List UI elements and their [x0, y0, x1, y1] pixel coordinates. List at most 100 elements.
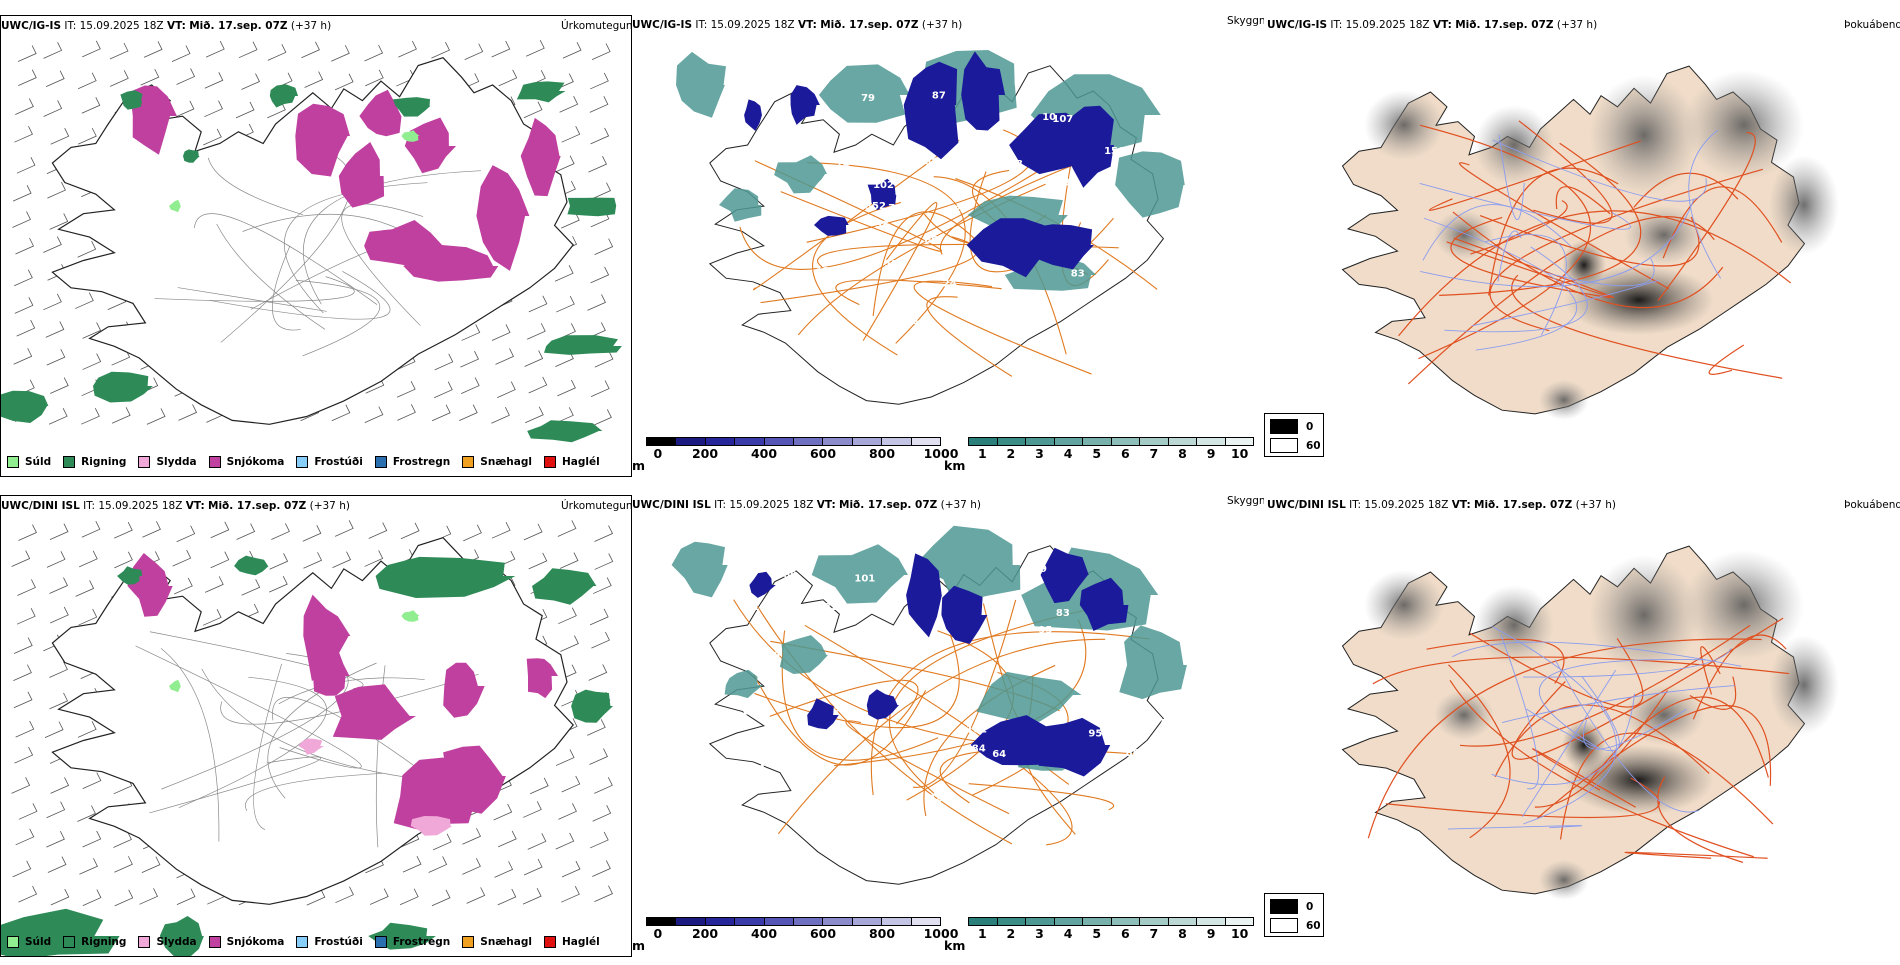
colorbar-swatch — [1111, 438, 1140, 445]
colorbar-swatch — [1026, 918, 1055, 925]
colorbar-tick: 3 — [1035, 446, 1044, 461]
colorbar-swatch — [794, 918, 824, 925]
colorbar-swatch — [1168, 438, 1197, 445]
panel-title-cloud: Skyggni — [1227, 495, 1264, 507]
legend-label: Súld — [25, 456, 52, 468]
cloud-value-label: 170 — [759, 651, 780, 662]
cloud-value-label: 79 — [861, 93, 875, 104]
colorbar-swatch — [705, 918, 736, 925]
valid-time: Mið. 17.sep. 07Z — [1474, 499, 1573, 511]
colorbar-swatch — [823, 918, 853, 925]
colorbar-swatch — [911, 918, 941, 925]
cloud-value-label: 11 — [1122, 306, 1136, 317]
lead-time: (+37 h) — [1575, 499, 1616, 511]
panel-header: UWC/DINI ISL IT: 15.09.2025 18Z VT: Mið.… — [1, 500, 350, 512]
cloud-value-label: 95 — [1038, 625, 1052, 636]
colorbar-swatch — [1168, 918, 1197, 925]
colorbar-swatch — [764, 918, 795, 925]
lead-time: (+37 h) — [940, 499, 981, 511]
cloud-value-label: 183 — [1049, 178, 1070, 189]
precip-type-map — [1, 520, 614, 956]
cloud-value-label: 111 — [1162, 216, 1183, 227]
colorbar-tick: 200 — [691, 446, 719, 461]
precip-legend-item: Frostúði — [296, 936, 363, 948]
legend-swatch — [63, 456, 76, 468]
precip-legend-item: Snæhagl — [462, 936, 532, 948]
valid-time-label: VT: — [1432, 19, 1452, 31]
cloud-value-label: 150 — [1104, 146, 1125, 157]
colorbar-swatch — [1054, 918, 1083, 925]
precip-legend-item: Súld — [7, 456, 51, 468]
init-time-label: IT: — [1330, 19, 1343, 31]
cloud-value-label: 84 — [751, 763, 765, 774]
valid-time: Mið. 17.sep. 07Z — [1455, 19, 1554, 31]
legend-label: Frostregn — [392, 456, 451, 468]
cloud-value-label: 529 — [884, 259, 905, 270]
cloud-value-label: 18 — [905, 316, 919, 327]
legend-label: Snjókoma — [226, 456, 285, 468]
colorbar-swatch — [1140, 438, 1169, 445]
cloud-vis-map: 13 13 95 10 18 24 111 14 88 179 352 83 154 126 496 89 14… — [676, 50, 1185, 405]
init-time: 15.09.2025 18Z — [1345, 19, 1430, 31]
cloud-value-label: 179 — [869, 144, 890, 155]
lead-time: (+37 h) — [290, 20, 332, 32]
colorbar-swatch — [794, 438, 824, 445]
colorbar-swatch — [969, 918, 998, 925]
colorbar-tick: 10 — [1230, 926, 1249, 941]
legend-label: Rigning — [81, 456, 127, 468]
cloud-value-label: 13 — [816, 266, 830, 277]
colorbar-tick: 400 — [750, 926, 778, 941]
colorbar-swatch — [705, 438, 736, 445]
legend-label: Súld — [25, 936, 52, 948]
colorbar-tick: 8 — [1178, 926, 1187, 941]
valid-time-label: VT: — [797, 19, 817, 31]
legend-label: Slydda — [156, 456, 197, 468]
panel-header: UWC/IG-IS IT: 15.09.2025 18Z VT: Mið. 17… — [632, 19, 962, 31]
cloud-value-label: 88 — [1126, 748, 1140, 759]
colorbar-swatch — [647, 438, 677, 445]
colorbar-swatch — [1225, 438, 1253, 445]
colorbar-tick: 4 — [1063, 446, 1073, 461]
colorbar-swatch — [1225, 918, 1253, 925]
legend-swatch — [208, 456, 221, 468]
init-time-label: IT: — [714, 499, 727, 511]
valid-time: Mið. 17.sep. 07Z — [189, 20, 288, 32]
panel-title-precip: Úrkomutegund — [561, 500, 632, 512]
cloud-value-label: 88 — [1009, 159, 1023, 170]
cloud-value-label: 95 — [719, 280, 733, 291]
cloud-value-label: 69 — [783, 570, 797, 581]
colorbar-tick: 800 — [868, 446, 896, 461]
panel-title-fog: Þokuábendi — [1844, 499, 1900, 511]
init-time: 15.09.2025 18Z — [98, 500, 183, 512]
base_colorbar-unit: m — [632, 458, 646, 473]
model-name: UWC/IG-IS — [1, 20, 62, 32]
cloud-value-label: 157 — [949, 775, 970, 786]
legend-swatch — [1270, 918, 1298, 933]
legend-swatch — [63, 936, 76, 948]
valid-time: Mið. 17.sep. 07Z — [208, 500, 307, 512]
cloud-value-label: 126 — [1146, 270, 1167, 281]
colorbar-swatch — [1140, 918, 1169, 925]
colorbar-tick: 9 — [1206, 446, 1216, 461]
colorbar-tick: 8 — [1178, 446, 1187, 461]
colorbar-tick: 600 — [809, 446, 837, 461]
cloud-value-label: 101 — [854, 574, 875, 585]
panel-header: UWC/IG-IS IT: 15.09.2025 18Z VT: Mið. 17… — [1, 20, 331, 32]
colorbar-swatch — [1197, 918, 1226, 925]
legend-swatch — [296, 456, 309, 468]
fog-index-map — [1341, 65, 1839, 420]
legend-swatch — [462, 936, 475, 948]
panel-title-precip: Úrkomutegund — [561, 20, 632, 32]
cloud-value-label: 24 — [943, 279, 957, 290]
cloud-value-label: 84 — [972, 743, 986, 754]
colorbar-tick: 10 — [1230, 446, 1249, 461]
precip-legend-item: Rigning — [63, 456, 126, 468]
init-time: 15.09.2025 18Z — [79, 20, 164, 32]
model-name: UWC/DINI ISL — [632, 499, 711, 511]
legend-label: Frostúði — [314, 936, 363, 948]
cloud-value-label: 104 — [1154, 777, 1175, 788]
legend-swatch — [138, 936, 151, 948]
cloud-value-label: 87 — [743, 706, 757, 717]
colorbar-swatch — [852, 918, 883, 925]
vis_colorbar-colorbar: 1 2 3 4 5 6 7 8 9 10 — [968, 437, 1254, 461]
